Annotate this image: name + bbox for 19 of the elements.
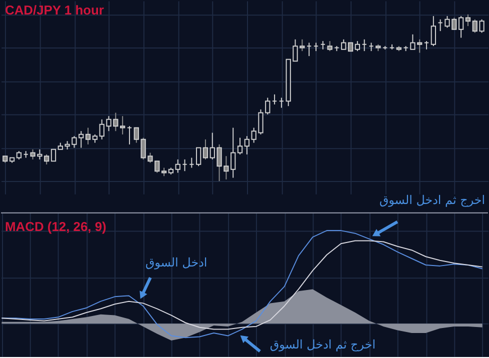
candlestick bbox=[341, 38, 346, 50]
annotation: اخرج ثم ادخل السوق bbox=[270, 337, 376, 352]
candlestick bbox=[354, 40, 360, 52]
candlestick bbox=[430, 16, 436, 47]
candlestick bbox=[458, 16, 464, 38]
candlestick bbox=[237, 137, 243, 155]
text: اخرج ثم ادخل السوق bbox=[379, 192, 486, 207]
candlestick bbox=[196, 147, 202, 167]
candlestick bbox=[465, 14, 471, 27]
annotation: ادخل السوق bbox=[145, 256, 208, 270]
candlestick bbox=[175, 158, 180, 174]
candlestick bbox=[327, 40, 332, 52]
candlestick bbox=[50, 148, 56, 162]
candlestick bbox=[85, 127, 91, 145]
candlestick bbox=[244, 136, 250, 155]
chart-title: MACD (12, 26, 9) bbox=[4, 218, 106, 234]
candlestick bbox=[120, 116, 126, 135]
chart-title: CAD/JPY 1 hour bbox=[4, 2, 104, 18]
candlestick bbox=[202, 138, 208, 160]
